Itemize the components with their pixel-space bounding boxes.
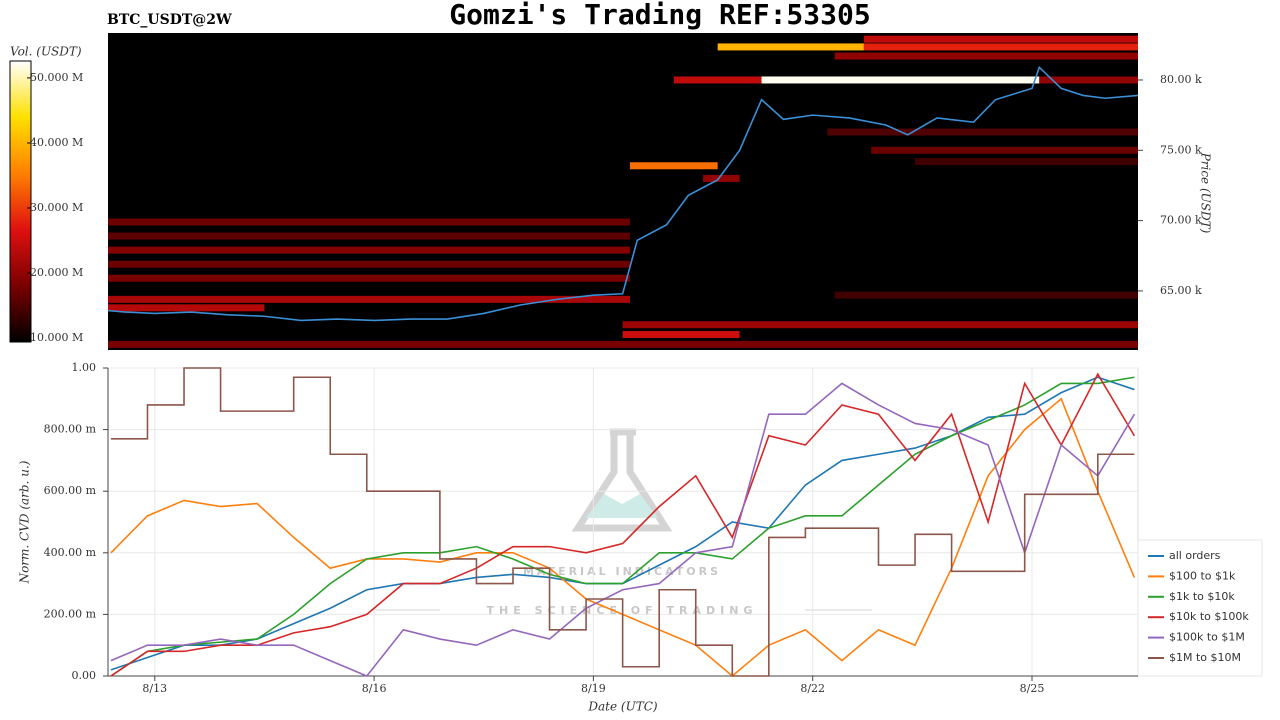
legend-label: $10k to $100k	[1169, 610, 1249, 623]
heatmap-level	[108, 218, 630, 226]
heatmap-level	[834, 52, 1138, 60]
x-tick-label: 8/16	[362, 682, 387, 695]
y-tick-label: 70.00 k	[1160, 214, 1202, 227]
y-tick-label: 65.00 k	[1160, 284, 1202, 297]
x-tick-label: 8/22	[800, 682, 825, 695]
x-tick-label: 8/13	[142, 682, 167, 695]
cvd-line	[110, 367, 1135, 677]
heatmap-level	[863, 43, 1138, 51]
chart-title: Gomzi's Trading REF:53305	[449, 0, 870, 31]
heatmap-level	[761, 76, 1040, 84]
colorbar-label: Vol. (USDT)	[10, 45, 82, 59]
legend-label: $1k to $10k	[1169, 590, 1235, 603]
heatmap-level	[108, 274, 630, 282]
y-tick-label: 400.00 m	[44, 546, 97, 559]
watermark-subtitle: THE SCIENCE OF TRADING	[487, 604, 758, 617]
heatmap-level	[108, 260, 630, 268]
heatmap-level	[871, 146, 1138, 154]
colorbar-tick-label: 40.000 M	[30, 136, 83, 149]
heatmap-level	[834, 291, 1138, 299]
colorbar	[9, 60, 32, 343]
y-tick-label: 75.00 k	[1160, 143, 1202, 156]
colorbar-tick-label: 30.000 M	[30, 201, 83, 214]
heatmap-level	[827, 128, 1138, 136]
y-tick-label: 200.00 m	[44, 607, 97, 620]
colorbar-tick-label: 50.000 M	[30, 71, 83, 84]
heatmap-level	[108, 295, 630, 303]
cvd-line	[110, 382, 1136, 677]
heatmap-level	[108, 232, 630, 240]
heatmap-level	[629, 162, 718, 170]
y-tick-label: 1.00	[72, 361, 97, 374]
price-line	[107, 65, 1139, 322]
heatmap-level	[703, 174, 740, 182]
legend-label: $100k to $1M	[1169, 631, 1245, 644]
legend	[1137, 539, 1263, 677]
legend-label: $1M to $10M	[1169, 651, 1241, 664]
heatmap-level	[108, 340, 1138, 348]
y-tick-label: 0.00	[72, 669, 97, 682]
heatmap-level	[915, 158, 1138, 166]
heatmap-level	[108, 304, 265, 312]
heatmap-level	[717, 43, 864, 51]
y-axis-label: Price (USDT)	[1199, 152, 1213, 234]
heatmap-level	[863, 35, 1138, 43]
x-tick-label: 8/25	[1020, 682, 1045, 695]
chart-subtitle: BTC_USDT@2W	[107, 12, 232, 28]
y-tick-label: 600.00 m	[44, 484, 97, 497]
y-tick-label: 800.00 m	[44, 423, 97, 436]
heatmap-level	[1039, 76, 1138, 84]
heatmap-level	[673, 76, 762, 84]
x-axis-label: Date (UTC)	[587, 700, 657, 714]
heatmap-level	[108, 246, 630, 254]
heatmap-level	[622, 321, 1138, 329]
y-tick-label: 80.00 k	[1160, 73, 1202, 86]
y-axis-label: Norm. CVD (arb. u.)	[18, 460, 32, 584]
colorbar-tick-label: 20.000 M	[30, 266, 83, 279]
legend-label: all orders	[1169, 549, 1221, 562]
x-tick-label: 8/19	[581, 682, 606, 695]
watermark-icon	[372, 428, 872, 611]
heatmap-level	[622, 331, 740, 339]
cvd-line	[110, 376, 1135, 677]
cvd-line	[110, 372, 1136, 677]
colorbar-tick-label: 10.000 M	[30, 331, 83, 344]
legend-label: $100 to $1k	[1169, 569, 1236, 582]
